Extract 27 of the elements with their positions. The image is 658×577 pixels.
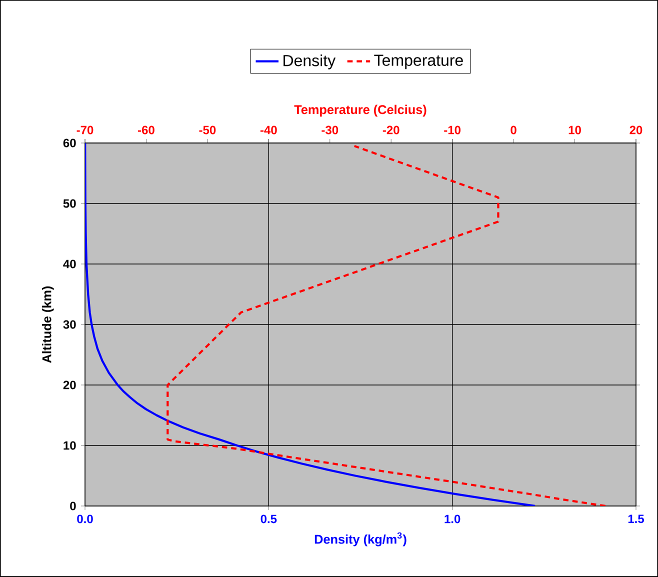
x2-tick-label: 0 [510, 126, 516, 134]
x-tick-label: 1.5 [628, 514, 644, 524]
x2-tick-label: -20 [382, 126, 400, 134]
y-tick-label: 60 [63, 138, 76, 148]
y-axis-title: Altitude (km) [42, 286, 54, 363]
x2-tick-label: -30 [322, 126, 338, 134]
x2-tick-label: -60 [138, 126, 154, 134]
x2-tick-label: 20 [630, 126, 642, 134]
x2-tick-label: -40 [260, 126, 277, 134]
x-tick-label: 1.0 [444, 514, 460, 524]
x2-axis-title: Temperature (Celcius) [294, 104, 426, 117]
legend-label: Density [284, 54, 336, 70]
x2-tick-label: -10 [444, 126, 461, 134]
y-tick-label: 40 [63, 260, 76, 268]
line-series [85, 143, 536, 506]
y-tick-label: 10 [64, 441, 76, 450]
x2-tick-label: -50 [199, 126, 216, 134]
y-tick-label: 0 [70, 502, 76, 510]
x-tick-label: 0.5 [260, 514, 277, 524]
legend-label: Temperature [374, 54, 463, 70]
y-tick-label: 20 [63, 380, 76, 390]
x-axis-title: Density (kg/m$^{3}$) [314, 532, 406, 546]
y-tick-label: 30 [63, 320, 76, 329]
x2-tick-label: -70 [76, 126, 94, 134]
x2-tick-label: 10 [568, 126, 581, 134]
y-tick-label: 50 [63, 199, 76, 208]
x-tick-label: 0.0 [77, 514, 93, 524]
